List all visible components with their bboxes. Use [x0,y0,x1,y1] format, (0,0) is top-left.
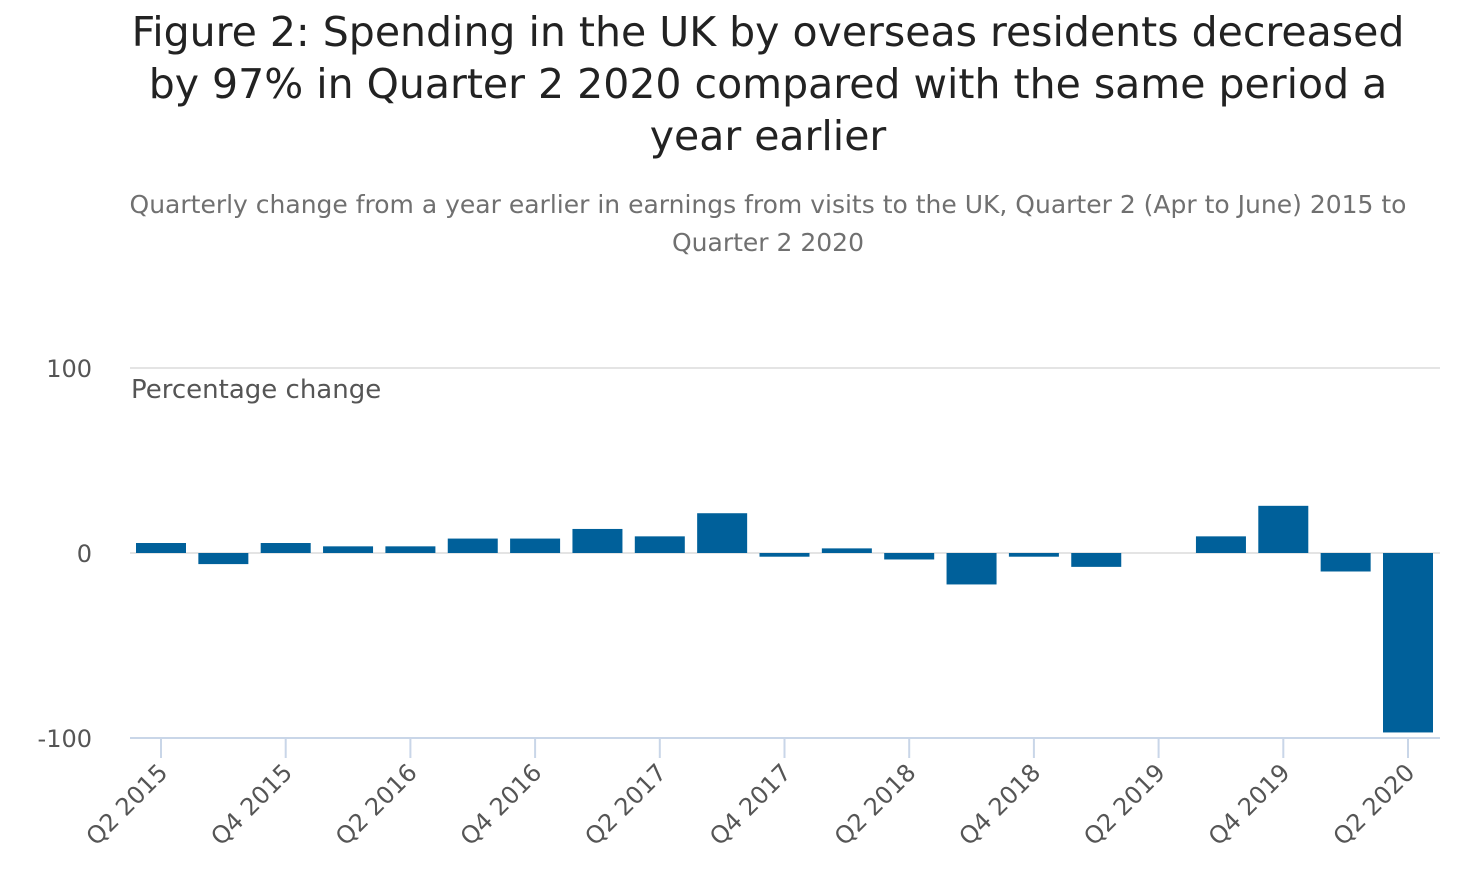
x-tick-label: Q2 2017 [580,758,673,851]
x-tick-label: Q4 2016 [455,758,548,851]
y-axis-label: Percentage change [131,375,381,405]
bar-q1-2016 [323,546,374,553]
bar-q2-2020 [1383,553,1433,733]
bar-q4-2019 [1258,505,1309,553]
y-tick-label: 100 [46,355,92,383]
x-tick-label: Q2 2016 [330,758,423,851]
bar-q4-2017 [759,553,810,557]
bar-q3-2018 [946,553,997,585]
y-tick-label: -100 [38,725,92,753]
bar-q1-2019 [1071,553,1122,567]
bar-q3-2019 [1195,536,1246,553]
chart-title: Figure 2: Spending in the UK by overseas… [131,8,1405,160]
bar-q4-2015 [260,543,311,553]
x-tick-label: Q4 2015 [205,758,298,851]
y-tick-label: 0 [77,540,92,568]
bar-q1-2018 [821,548,872,553]
bar-q1-2017 [572,528,623,553]
bar-q3-2016 [447,538,498,553]
x-tick-label: Q2 2019 [1078,758,1171,851]
bar-q4-2016 [510,538,561,553]
x-tick-label: Q4 2019 [1203,758,1296,851]
x-tick-label: Q2 2020 [1328,758,1421,851]
bar-q4-2018 [1008,553,1059,557]
chart-subtitle: Quarterly change from a year earlier in … [129,190,1407,257]
x-tick-label: Q2 2018 [829,758,922,851]
x-tick-label: Q4 2018 [954,758,1047,851]
bar-q2-2018 [884,553,935,560]
x-tick-label: Q4 2017 [704,758,797,851]
bar-q2-2015 [136,543,186,553]
x-tick-label: Q2 2015 [81,758,174,851]
bar-q1-2020 [1320,553,1371,572]
bar-q3-2017 [697,513,748,553]
bar-q3-2015 [198,553,249,565]
bar-q2-2017 [634,536,685,553]
bar-q2-2016 [385,546,436,553]
